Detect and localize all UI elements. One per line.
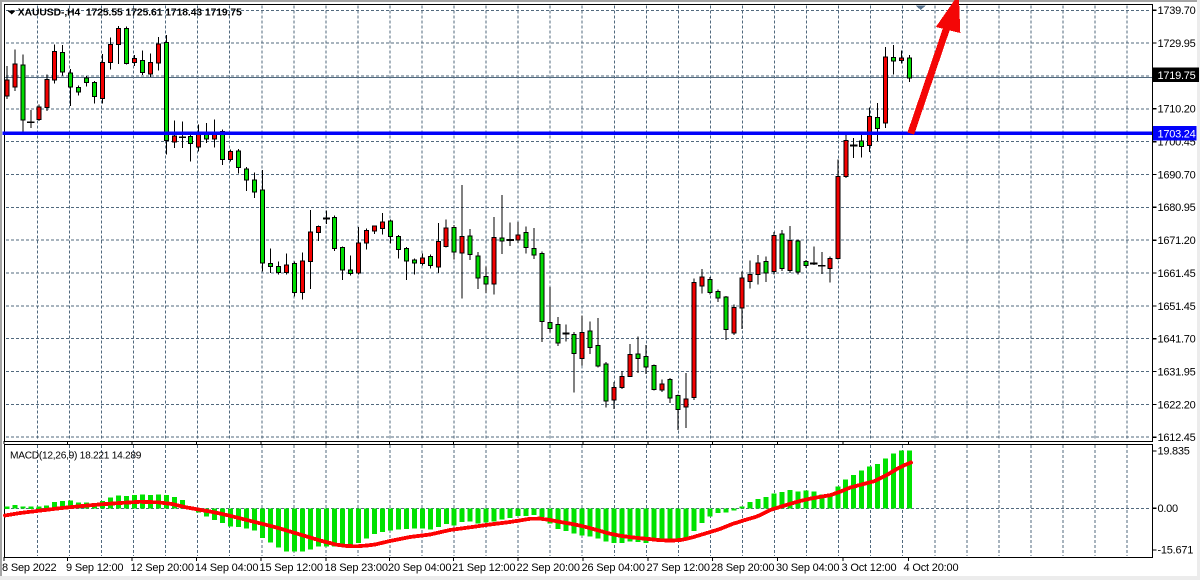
svg-text:9 Sep 12:00: 9 Sep 12:00 <box>66 562 123 574</box>
svg-text:0.00: 0.00 <box>1158 503 1179 515</box>
svg-text:1710.20: 1710.20 <box>1158 104 1196 116</box>
svg-text:1612.45: 1612.45 <box>1158 432 1196 444</box>
svg-text:27 Sep 12:00: 27 Sep 12:00 <box>647 562 710 574</box>
svg-text:30 Sep 04:00: 30 Sep 04:00 <box>776 562 839 574</box>
svg-text:21 Sep 12:00: 21 Sep 12:00 <box>452 562 515 574</box>
svg-text:1631.95: 1631.95 <box>1158 366 1196 378</box>
svg-text:1729.95: 1729.95 <box>1158 38 1196 50</box>
svg-text:XAUUSD-,H4 1725.55 1725.61 17: XAUUSD-,H4 1725.55 1725.61 1718.43 1719.… <box>18 7 242 18</box>
svg-text:8 Sep 2022: 8 Sep 2022 <box>2 562 57 574</box>
svg-text:19.835: 19.835 <box>1158 446 1190 458</box>
svg-text:3 Oct 12:00: 3 Oct 12:00 <box>842 562 897 574</box>
svg-text:14 Sep 04:00: 14 Sep 04:00 <box>195 562 258 574</box>
svg-text:18 Sep 23:00: 18 Sep 23:00 <box>325 562 388 574</box>
svg-text:20 Sep 04:00: 20 Sep 04:00 <box>388 562 451 574</box>
svg-text:4 Oct 20:00: 4 Oct 20:00 <box>904 562 959 574</box>
svg-text:1703.24: 1703.24 <box>1158 129 1196 141</box>
svg-text:1671.20: 1671.20 <box>1158 235 1196 247</box>
svg-text:22 Sep 20:00: 22 Sep 20:00 <box>517 562 580 574</box>
svg-text:15 Sep 12:00: 15 Sep 12:00 <box>260 562 323 574</box>
svg-text:1690.70: 1690.70 <box>1158 169 1196 181</box>
svg-text:26 Sep 04:00: 26 Sep 04:00 <box>582 562 645 574</box>
svg-text:12 Sep 20:00: 12 Sep 20:00 <box>131 562 194 574</box>
svg-text:1641.70: 1641.70 <box>1158 334 1196 346</box>
svg-text:1651.45: 1651.45 <box>1158 301 1196 313</box>
svg-text:1680.95: 1680.95 <box>1158 202 1196 214</box>
svg-text:1719.75: 1719.75 <box>1158 70 1196 82</box>
svg-text:MACD(12,26,9) 18.221 14.289: MACD(12,26,9) 18.221 14.289 <box>10 450 142 461</box>
svg-text:28 Sep 20:00: 28 Sep 20:00 <box>711 562 774 574</box>
svg-text:1739.70: 1739.70 <box>1158 5 1196 17</box>
svg-text:-15.671: -15.671 <box>1158 545 1194 557</box>
svg-text:1661.45: 1661.45 <box>1158 268 1196 280</box>
svg-text:1622.20: 1622.20 <box>1158 399 1196 411</box>
